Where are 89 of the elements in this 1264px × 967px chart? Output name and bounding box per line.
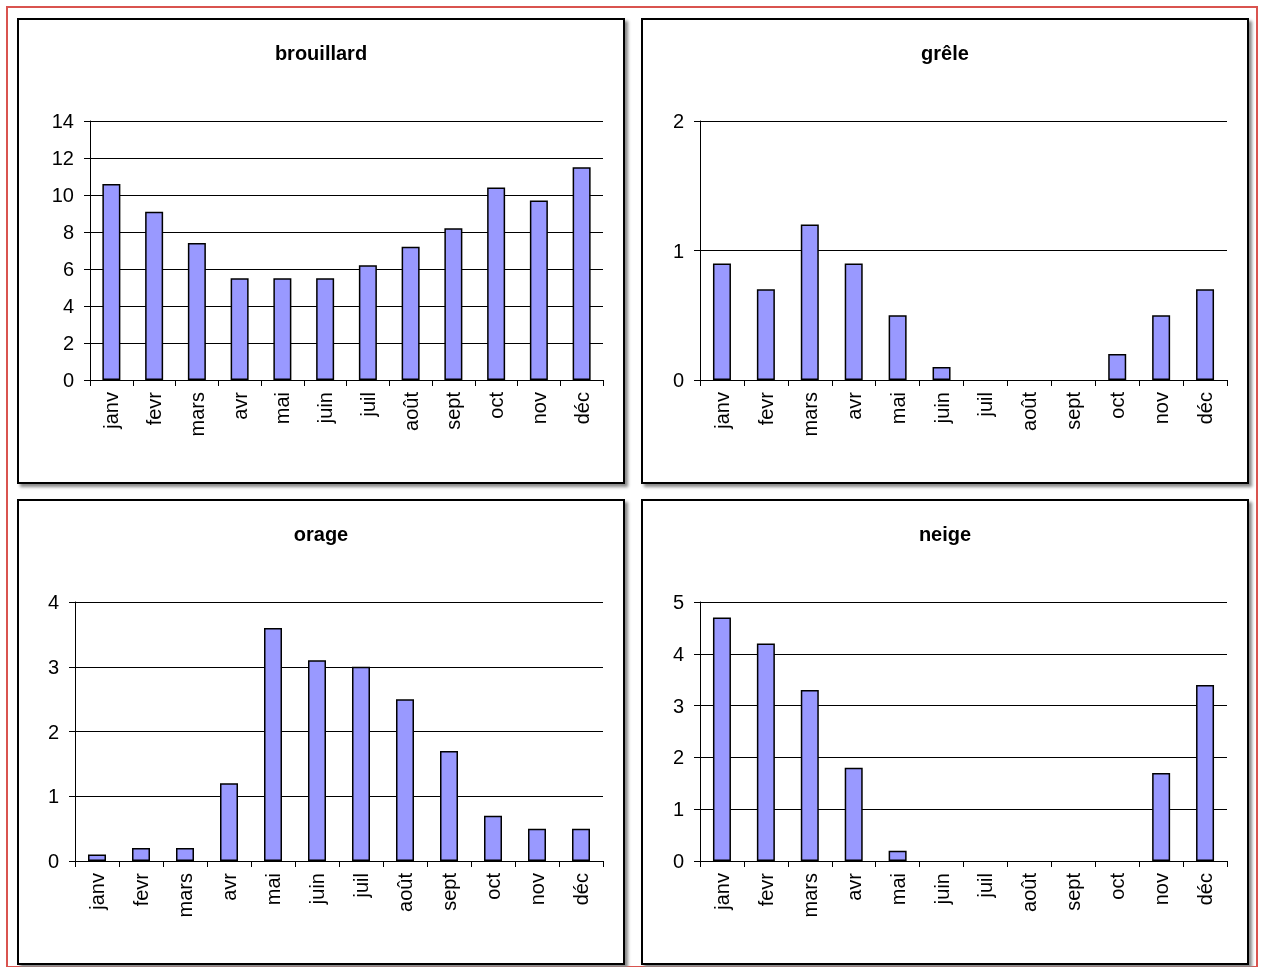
x-tick-label: juil (350, 873, 372, 899)
y-tick-label: 6 (62, 258, 74, 280)
y-tick-label: 14 (51, 110, 74, 132)
x-tick-label: mars (185, 392, 208, 437)
x-tick-label: déc (1194, 392, 1217, 425)
chart-title: brouillard (274, 42, 368, 64)
x-tick-label: mai (886, 392, 909, 425)
x-tick-label: mai (262, 873, 284, 906)
x-tick-label: déc (1194, 873, 1217, 906)
x-tick-label: nov (1150, 873, 1173, 906)
x-tick-label: août (394, 872, 416, 912)
y-tick-label: 12 (51, 147, 74, 169)
x-tick-label: fevr (754, 872, 777, 907)
y-tick-label: 4 (672, 642, 684, 665)
x-tick-label: déc (570, 392, 593, 425)
y-tick-label: 3 (672, 694, 684, 717)
x-tick-label: janv (710, 392, 733, 430)
bar (712, 263, 731, 380)
x-tick-label: juil (974, 392, 997, 418)
bar (1196, 289, 1215, 380)
x-tick-label: nov (1150, 392, 1173, 425)
x-tick-label: juin (930, 873, 953, 906)
x-tick-label: oct (482, 872, 504, 900)
x-tick-label: mars (798, 392, 821, 437)
x-tick-label: fevr (143, 391, 166, 426)
y-tick-label: 1 (672, 798, 684, 821)
x-tick-label: août (1018, 872, 1041, 912)
y-tick-label: 5 (672, 591, 684, 613)
x-tick-label: sept (1062, 391, 1085, 430)
bar (888, 315, 907, 380)
x-tick-label: oct (1106, 872, 1129, 900)
x-tick-label: juin (306, 873, 328, 906)
x-tick-label: oct (485, 391, 508, 419)
x-tick-label: fevr (130, 872, 152, 907)
bar (932, 367, 951, 380)
bar (88, 854, 106, 861)
y-tick-label: 2 (672, 746, 684, 769)
y-tick-label: 4 (62, 295, 74, 317)
x-tick-label: janv (710, 873, 733, 911)
y-tick-label: 0 (672, 850, 684, 872)
y-tick-label: 1 (47, 785, 59, 808)
x-tick-label: avr (228, 391, 251, 420)
bar (528, 828, 546, 861)
x-tick-label: janv (86, 873, 108, 911)
y-tick-label: 1 (672, 239, 684, 262)
x-tick-label: juin (930, 392, 953, 425)
chart-title: grêle (921, 42, 969, 64)
x-tick-label: juil (356, 392, 379, 418)
x-tick-label: avr (842, 391, 865, 420)
x-tick-label: sept (442, 391, 465, 430)
x-tick-label: sept (438, 872, 460, 911)
x-tick-label: juin (314, 392, 337, 425)
bar (888, 850, 907, 861)
bar (572, 828, 590, 861)
x-tick-label: nov (526, 873, 548, 906)
bar (176, 848, 194, 861)
x-tick-label: août (1018, 391, 1041, 431)
x-tick-label: mai (271, 392, 294, 425)
bar (484, 815, 502, 861)
y-tick-label: 2 (47, 720, 59, 743)
y-tick-label: 2 (672, 110, 684, 132)
x-tick-label: août (399, 391, 422, 431)
y-tick-label: 8 (62, 221, 74, 243)
y-tick-label: 0 (62, 369, 74, 391)
x-tick-label: mai (886, 873, 909, 906)
y-tick-label: 10 (51, 184, 74, 206)
bar (132, 848, 150, 861)
chart-title: neige (918, 523, 972, 545)
y-tick-label: 4 (47, 591, 59, 613)
x-tick-label: sept (1062, 872, 1085, 911)
x-tick-label: mars (174, 873, 196, 918)
x-tick-label: fevr (754, 391, 777, 426)
bar (1108, 354, 1127, 380)
x-tick-label: juil (974, 873, 997, 899)
y-tick-label: 2 (62, 332, 74, 354)
x-tick-label: déc (570, 873, 592, 906)
y-tick-label: 3 (47, 655, 59, 678)
x-tick-label: avr (218, 872, 240, 901)
y-tick-label: 0 (47, 850, 59, 872)
x-tick-label: mars (798, 873, 821, 918)
bar (1152, 315, 1171, 380)
chart-title: orage (293, 523, 349, 545)
y-tick-label: 0 (672, 369, 684, 391)
bar (756, 289, 775, 380)
bar (844, 263, 863, 380)
x-tick-label: nov (527, 392, 550, 425)
x-tick-label: oct (1106, 391, 1129, 419)
x-tick-label: avr (842, 872, 865, 901)
x-tick-label: janv (100, 392, 123, 430)
